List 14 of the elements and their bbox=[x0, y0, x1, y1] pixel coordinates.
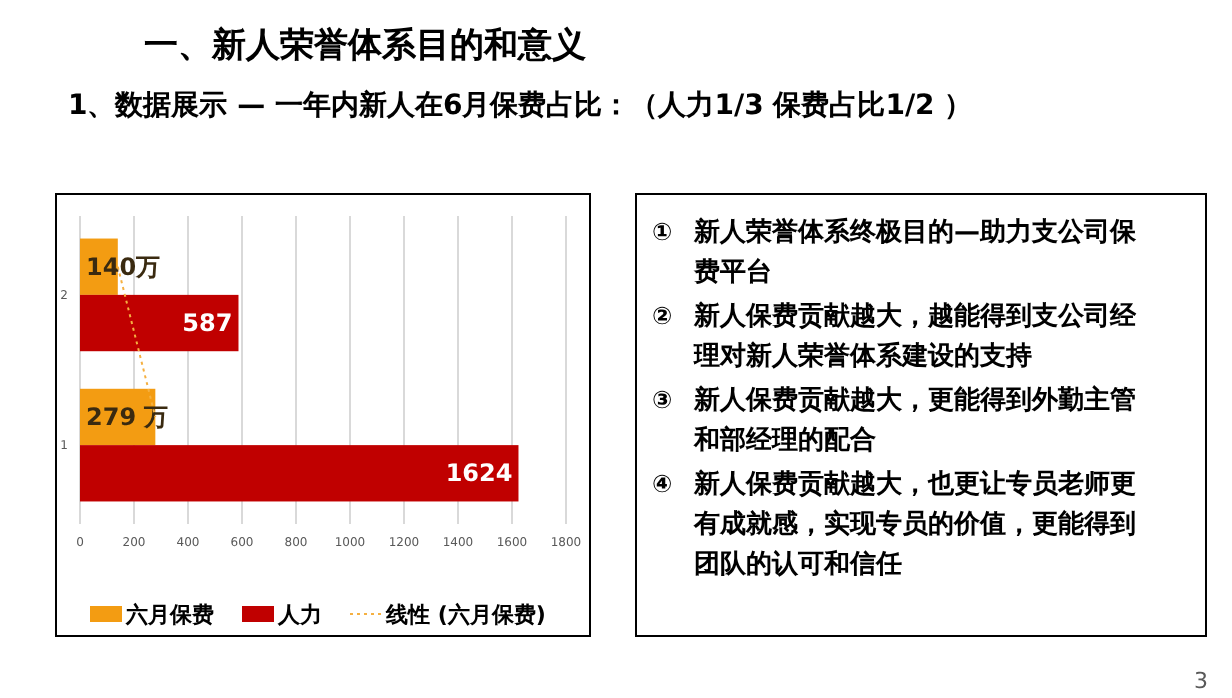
chart-subtitle: 1、数据展示 — 一年内新人在6月保费占比：（人力1/3 保费占比1/2 ） bbox=[68, 88, 973, 122]
data-label: 1624 bbox=[445, 459, 513, 488]
text: ④ 新人保费贡献越大，也更让专员老师更有成就感，实现专员的价值，更能得到团队的认可和信任 bbox=[652, 468, 1136, 580]
chart-title: 一、新人荣誉体系目的和意义 bbox=[144, 26, 586, 66]
legend-label: 线性 (六月保费) bbox=[384, 602, 546, 628]
legend-label: 六月保费 bbox=[124, 602, 214, 628]
bar bbox=[80, 294, 239, 352]
text: 3 bbox=[1194, 668, 1208, 694]
text: ① 新人荣誉体系终极目的—助力支公司保费平台 bbox=[652, 216, 1138, 288]
bar bbox=[80, 445, 519, 502]
legend-label: 人力 bbox=[276, 602, 322, 628]
text: ② 新人保费贡献越大，越能得到支公司经理对新人荣誉体系建设的支持 bbox=[652, 300, 1138, 372]
text: ③ 新人保费贡献越大，更能得到外勤主管和部经理的配合 bbox=[652, 384, 1136, 456]
data-label: 587 bbox=[182, 309, 233, 338]
